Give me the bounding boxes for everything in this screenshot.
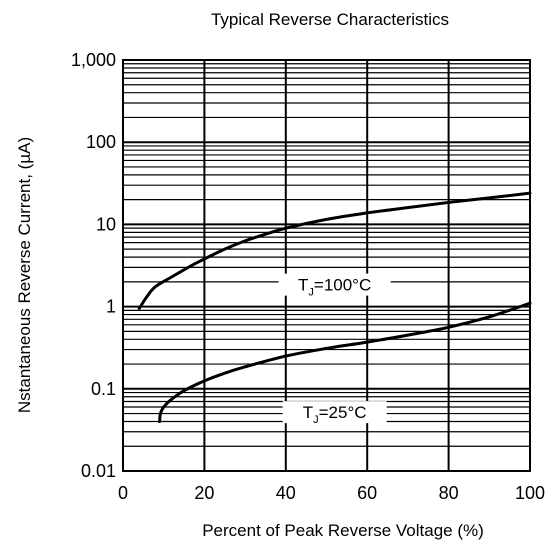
x-tick-label: 100 xyxy=(515,483,545,503)
x-tick-label: 60 xyxy=(357,483,377,503)
series-label-bg xyxy=(278,273,391,296)
y-tick-labels: 0.01 0.1 1 10 100 1,000 xyxy=(71,50,116,481)
x-tick-label: 20 xyxy=(194,483,214,503)
x-axis-label: Percent of Peak Reverse Voltage (%) xyxy=(202,521,484,540)
x-tick-label: 80 xyxy=(439,483,459,503)
y-tick-label: 100 xyxy=(86,132,116,152)
x-tick-labels: 0 20 40 60 80 100 xyxy=(118,483,545,503)
series-curves xyxy=(137,191,532,424)
series-labels: TJ=100°C TJ=25°C xyxy=(278,273,391,426)
series-label-bg xyxy=(282,401,387,424)
plot-frame xyxy=(122,59,531,472)
y-tick-label: 1 xyxy=(106,297,116,317)
y-axis-label: Nstantaneous Reverse Current, (µA) xyxy=(15,137,34,413)
series-label-0: TJ=100°C xyxy=(298,276,371,299)
series-line-0 xyxy=(137,191,532,310)
y-tick-label: 10 xyxy=(96,214,116,234)
y-tick-label: 0.01 xyxy=(81,461,116,481)
chart-title: Typical Reverse Characteristics xyxy=(211,10,449,29)
x-tick-label: 40 xyxy=(276,483,296,503)
series-label-1: TJ=25°C xyxy=(303,403,367,426)
grid xyxy=(123,60,530,471)
y-tick-label: 0.1 xyxy=(91,379,116,399)
series-line-1 xyxy=(158,301,532,424)
x-tick-label: 0 xyxy=(118,483,128,503)
y-tick-label: 1,000 xyxy=(71,50,116,70)
